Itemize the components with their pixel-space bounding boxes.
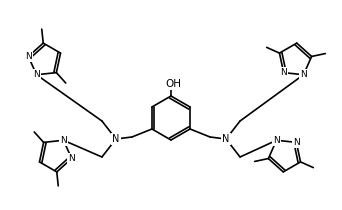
Text: N: N <box>300 70 307 79</box>
Text: N: N <box>25 52 32 61</box>
Text: OH: OH <box>165 79 181 89</box>
Text: N: N <box>222 134 230 144</box>
Text: N: N <box>112 134 120 144</box>
Text: N: N <box>273 136 280 145</box>
Text: N: N <box>60 136 67 145</box>
Text: N: N <box>280 68 287 77</box>
Text: N: N <box>33 70 40 79</box>
Text: N: N <box>293 138 300 147</box>
Text: N: N <box>68 154 75 163</box>
